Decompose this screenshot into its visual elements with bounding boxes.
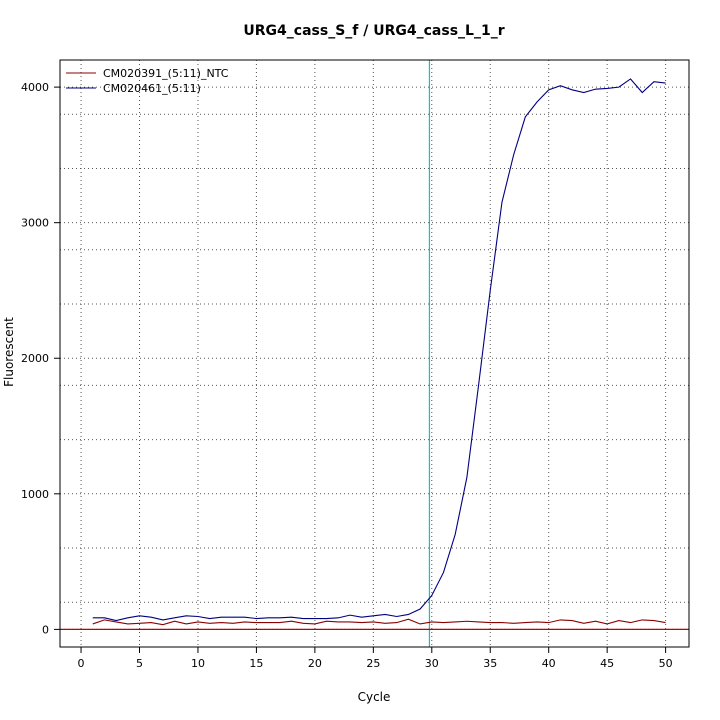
grid bbox=[60, 60, 689, 647]
plot-frame bbox=[59, 59, 690, 648]
y-tick-label: 1000 bbox=[21, 488, 49, 501]
x-tick-label: 40 bbox=[542, 657, 556, 670]
series-line-2 bbox=[92, 78, 666, 622]
x-axis-label: Cycle bbox=[358, 690, 391, 704]
y-tick-label: 4000 bbox=[21, 81, 49, 94]
series-layer bbox=[92, 78, 666, 626]
x-axis: 0 5 10 15 20 25 30 35 40 45 50 bbox=[78, 647, 673, 670]
x-tick-label: 10 bbox=[191, 657, 205, 670]
y-tick-label: 2000 bbox=[21, 352, 49, 365]
x-tick-label: 50 bbox=[659, 657, 673, 670]
series-line-1 bbox=[92, 618, 666, 626]
x-tick-label: 15 bbox=[249, 657, 263, 670]
y-tick-label: 3000 bbox=[21, 217, 49, 230]
y-axis: 0 1000 2000 3000 4000 bbox=[21, 81, 60, 636]
y-tick-label: 0 bbox=[42, 623, 49, 636]
y-axis-label: Fluorescent bbox=[2, 317, 16, 387]
legend-label: CM020391_(5:11)_NTC bbox=[103, 67, 229, 80]
x-tick-label: 30 bbox=[425, 657, 439, 670]
reference-lines bbox=[60, 60, 689, 647]
legend-label: CM020461_(5:11) bbox=[103, 82, 201, 95]
x-tick-label: 20 bbox=[308, 657, 322, 670]
x-tick-label: 5 bbox=[136, 657, 143, 670]
x-tick-label: 25 bbox=[366, 657, 380, 670]
legend: CM020391_(5:11)_NTC CM020461_(5:11) bbox=[66, 67, 229, 95]
x-tick-label: 35 bbox=[483, 657, 497, 670]
chart-title: URG4_cass_S_f / URG4_cass_L_1_r bbox=[243, 23, 504, 39]
x-tick-label: 0 bbox=[78, 657, 85, 670]
x-tick-label: 45 bbox=[600, 657, 614, 670]
